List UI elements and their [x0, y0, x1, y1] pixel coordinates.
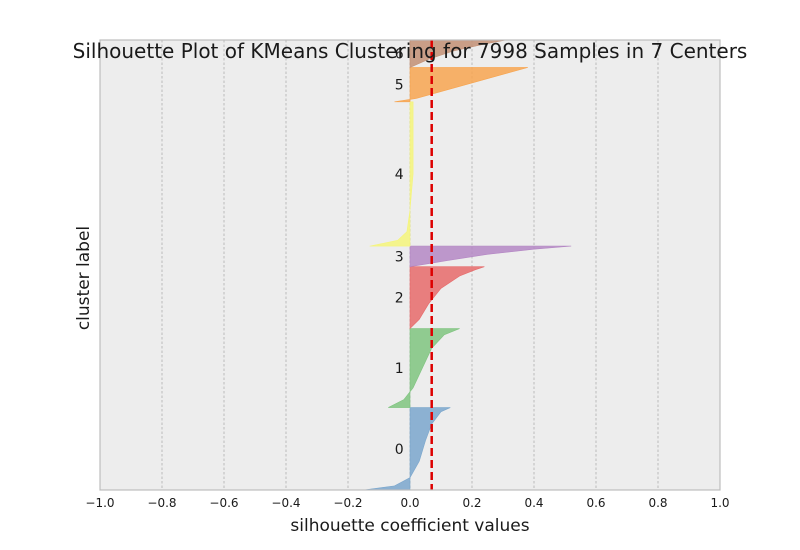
x-tick-label: 0.0	[400, 496, 419, 510]
x-tick-label: −0.8	[147, 496, 176, 510]
cluster-4-area	[369, 101, 414, 247]
chart-title: Silhouette Plot of KMeans Clustering for…	[73, 39, 748, 63]
cluster-areas	[363, 39, 572, 491]
cluster-label-5: 5	[395, 78, 404, 94]
cluster-2-area	[409, 266, 485, 330]
x-tick-label: −1.0	[85, 496, 114, 510]
x-tick-label: −0.4	[271, 496, 300, 510]
cluster-label-1: 1	[395, 361, 404, 377]
cluster-label-0: 0	[395, 442, 404, 458]
x-tick-label: 0.6	[586, 496, 605, 510]
x-tick-label: −0.6	[209, 496, 238, 510]
x-tick-label: 1.0	[710, 496, 729, 510]
cluster-labels: 0 1 2 3 4 5 6	[395, 47, 404, 458]
cluster-5-area	[394, 67, 528, 103]
x-tick-label: 0.2	[462, 496, 481, 510]
y-axis-label: cluster label	[74, 226, 94, 330]
x-tick-label: 0.4	[524, 496, 543, 510]
cluster-label-3: 3	[395, 249, 404, 265]
x-tick-label: 0.8	[648, 496, 667, 510]
plot-frame	[99, 39, 721, 491]
cluster-0-area	[363, 407, 451, 491]
cluster-1-area	[388, 328, 460, 408]
x-tick-label: −0.2	[333, 496, 362, 510]
x-tick-labels: −1.0 −0.8 −0.6 −0.4 −0.2 0.0 0.2 0.4 0.6 0.8 1.0	[85, 496, 729, 510]
cluster-label-6: 6	[395, 47, 404, 63]
cluster-label-4: 4	[395, 167, 404, 183]
cluster-label-2: 2	[395, 291, 404, 307]
x-axis-label: silhouette coefficient values	[290, 516, 529, 536]
